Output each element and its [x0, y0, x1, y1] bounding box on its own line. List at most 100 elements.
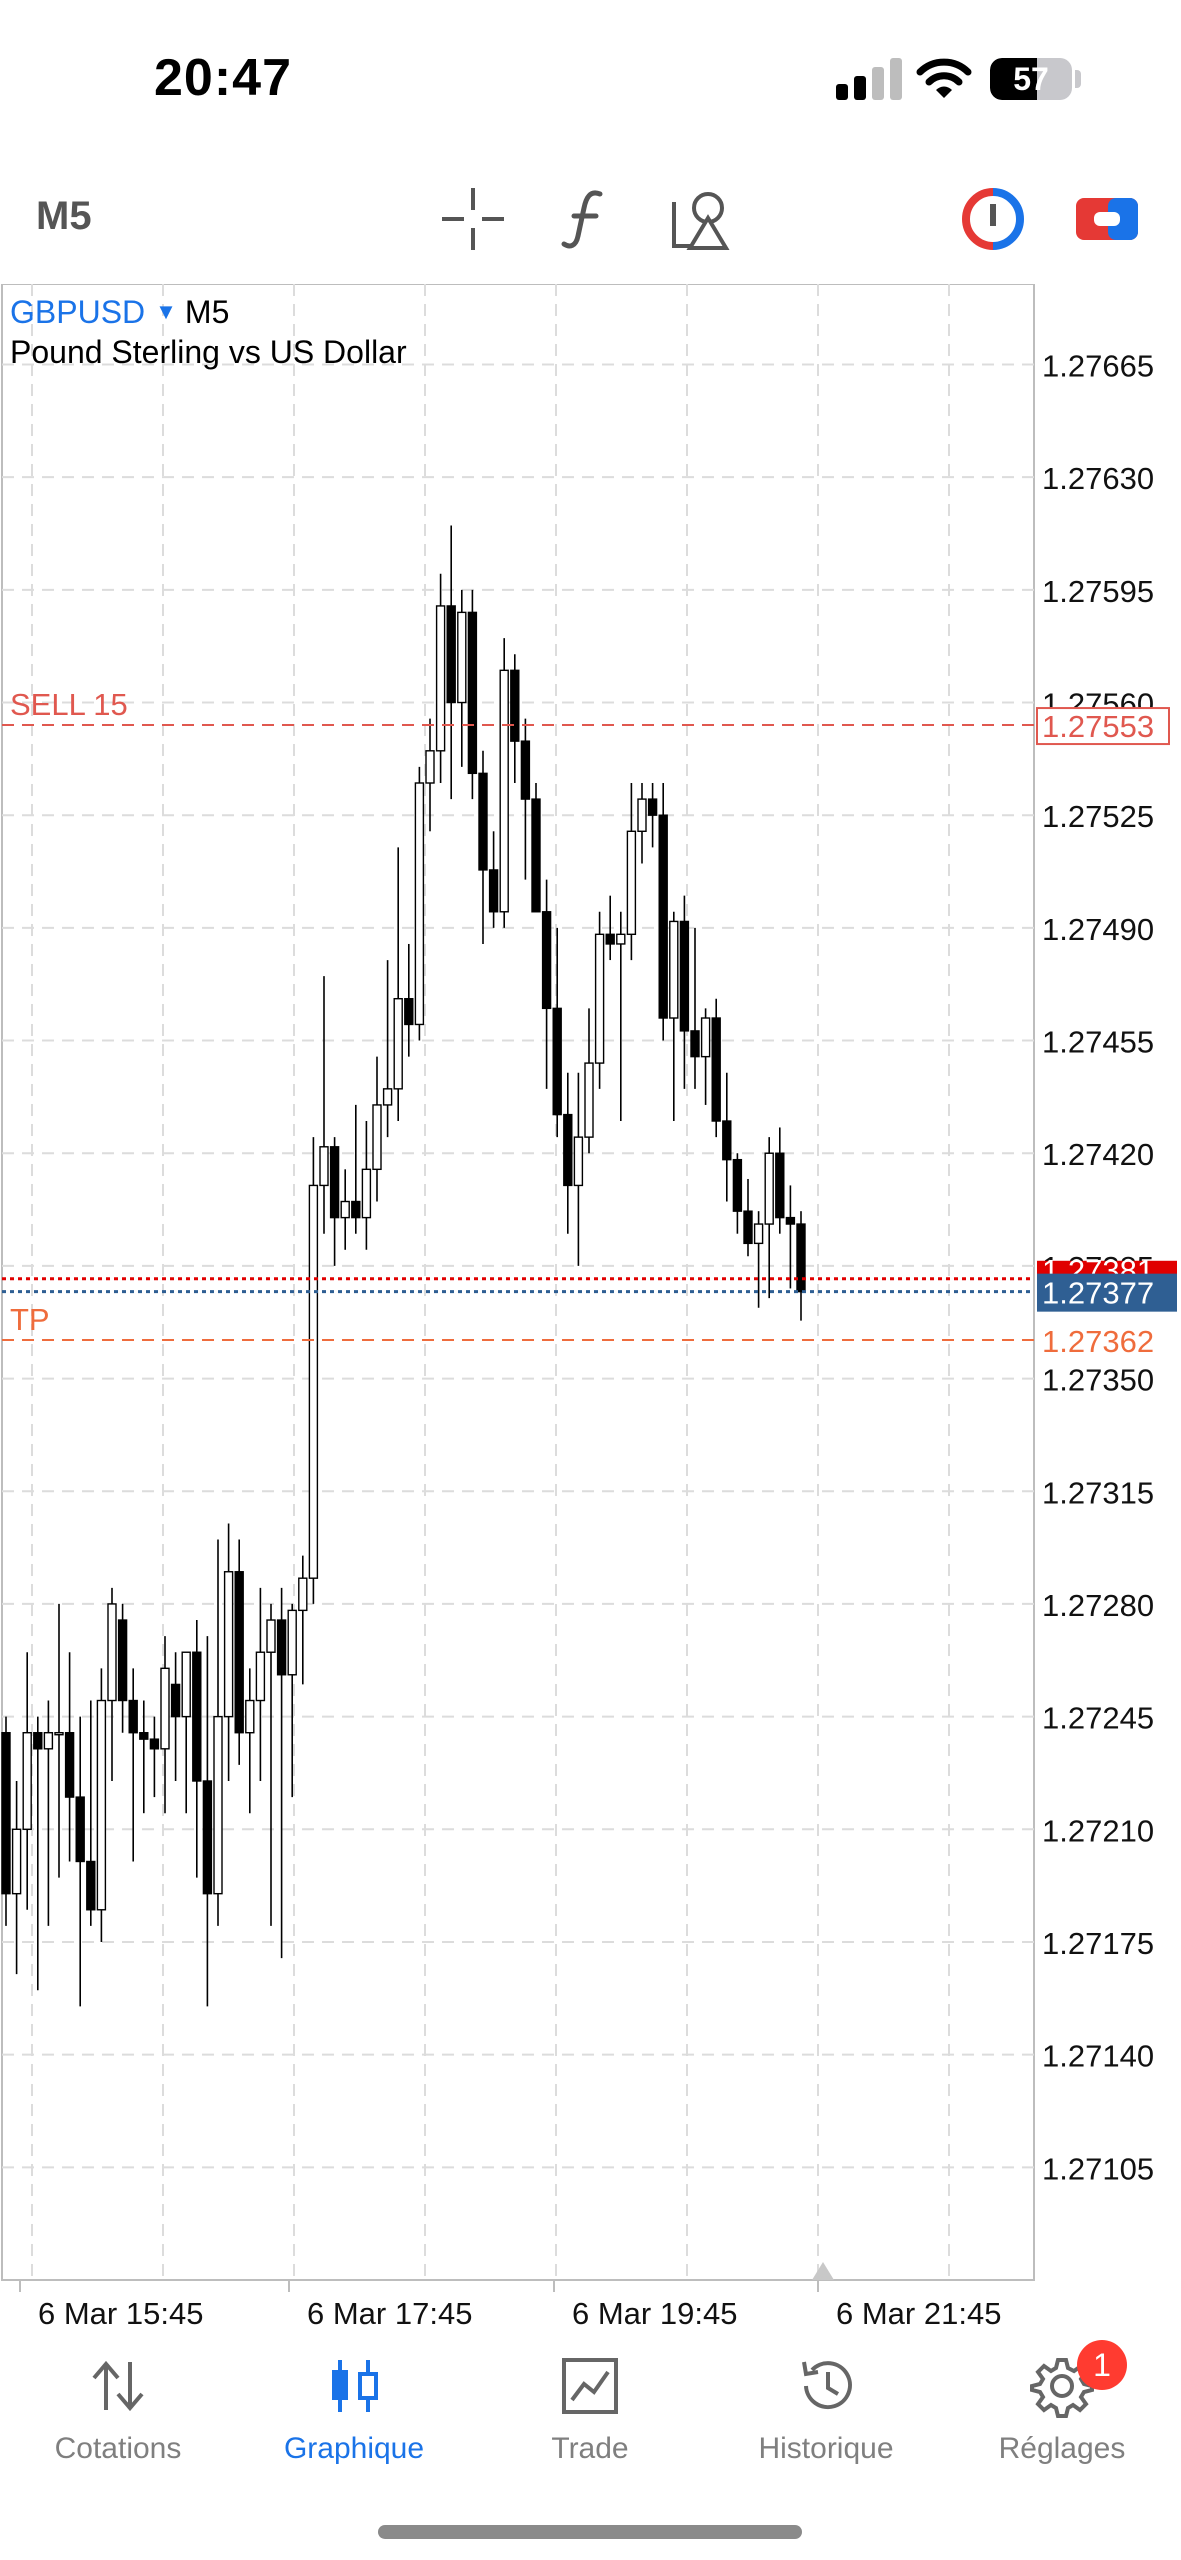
chart-shift-marker: [812, 2262, 834, 2280]
candle-body: [128, 1699, 138, 1734]
symbol-name[interactable]: GBPUSD: [10, 294, 146, 330]
price-tick-label: 1.27490: [1042, 912, 1154, 947]
candle-body: [319, 1146, 329, 1187]
candle-body: [531, 798, 541, 913]
bid-price-label: 1.27377: [1042, 1276, 1154, 1311]
chart-candles-icon: [332, 2360, 378, 2412]
status-bar: 20:47 57: [0, 0, 1181, 160]
price-tick-label: 1.27280: [1042, 1588, 1154, 1623]
battery-nub: [1075, 70, 1081, 88]
price-tick-label: 1.27455: [1042, 1025, 1154, 1060]
candle-body: [743, 1210, 753, 1245]
candle-body: [181, 1651, 191, 1718]
candle-body: [605, 933, 615, 945]
candle-body: [435, 605, 446, 752]
time-tick-label: 6 Mar 17:45: [307, 2296, 472, 2330]
candle-body: [764, 1152, 774, 1225]
candle-body: [690, 1030, 700, 1058]
candle-body: [552, 1007, 562, 1116]
candle-body: [149, 1738, 160, 1750]
candle-body: [382, 1088, 393, 1106]
candle-body: [425, 750, 435, 784]
time-tick-label: 6 Mar 19:45: [572, 2296, 737, 2330]
candle-body: [457, 611, 467, 704]
candle-body: [86, 1860, 96, 1911]
nav-trade[interactable]: Trade: [472, 2354, 708, 2494]
history-clock-icon: [802, 2361, 852, 2410]
candle-body: [298, 1577, 308, 1612]
candle-body: [245, 1699, 255, 1734]
price-tick-label: 1.27140: [1042, 2039, 1154, 2074]
candle-body: [647, 798, 658, 816]
cellular-signal-icon: [836, 58, 902, 100]
home-indicator: [378, 2525, 802, 2539]
candle-body: [160, 1667, 170, 1750]
nav-reglages[interactable]: Réglages: [944, 2354, 1180, 2494]
candle-body: [361, 1168, 372, 1219]
candle-body: [478, 772, 488, 871]
price-chart[interactable]: 1.27665 1.27630 1.27595 1.27560 1.27525 1.274…: [0, 284, 1181, 2330]
candle-body: [96, 1699, 107, 1911]
price-tick-label: 1.27175: [1042, 1926, 1154, 1961]
sell-price-label: 1.27553: [1042, 709, 1154, 744]
candle-body: [414, 782, 425, 1026]
trade-panel-icon[interactable]: [1072, 184, 1142, 254]
candle-body: [785, 1216, 796, 1225]
battery-level: [990, 58, 1037, 100]
candle-body: [372, 1104, 382, 1171]
price-tick-label: 1.27245: [1042, 1701, 1154, 1736]
timeframe-button[interactable]: M5: [36, 194, 92, 238]
price-tick-label: 1.27630: [1042, 461, 1154, 496]
battery-percentage: 57: [1013, 61, 1049, 97]
nav-label: Trade: [551, 2432, 629, 2465]
price-tick-label: 1.27350: [1042, 1363, 1154, 1398]
trade-chart-icon: [562, 2358, 618, 2414]
candle-body: [22, 1732, 32, 1830]
function-icon[interactable]: [552, 184, 622, 254]
nav-historique[interactable]: Historique: [708, 2354, 944, 2494]
chart-frame: [1, 284, 1035, 2281]
quotes-arrows-icon: [92, 2360, 144, 2412]
price-tick-label: 1.27665: [1042, 348, 1154, 383]
candle-body: [139, 1732, 149, 1740]
candle-body: [637, 798, 647, 832]
wifi-icon: [916, 58, 972, 98]
nav-label: Historique: [758, 2432, 894, 2465]
nav-graphique[interactable]: Graphique: [236, 2354, 472, 2494]
candle-body: [11, 1828, 22, 1895]
candle-body: [775, 1152, 785, 1219]
objects-icon[interactable]: [666, 184, 736, 254]
candle-body: [669, 920, 679, 1019]
candle-body: [223, 1571, 234, 1718]
chart-canvas[interactable]: 1.276651.276301.275951.275601.275251.274…: [0, 284, 1181, 2330]
crosshair-icon[interactable]: [438, 184, 508, 254]
candle-body: [255, 1651, 266, 1702]
price-tick-label: 1.27210: [1042, 1813, 1154, 1848]
candle-body: [43, 1732, 54, 1750]
candle-body: [202, 1780, 213, 1895]
nav-cotations[interactable]: Cotations: [0, 2354, 236, 2494]
price-tick-label: 1.27595: [1042, 574, 1154, 609]
price-tick-label: 1.27315: [1042, 1475, 1154, 1510]
price-tick-label: 1.27420: [1042, 1137, 1154, 1172]
candle-body: [584, 1062, 594, 1138]
candle-body: [276, 1619, 287, 1676]
take-profit-price-label: 1.27362: [1042, 1324, 1154, 1359]
candle-body: [796, 1223, 806, 1293]
candle-body: [563, 1113, 573, 1187]
candle-body: [329, 1146, 340, 1219]
candle-body: [393, 997, 403, 1090]
candle-body: [213, 1715, 223, 1895]
symbol-dropdown-icon[interactable]: ▼: [155, 299, 177, 324]
candle-body: [510, 669, 520, 742]
battery-icon: 57: [990, 58, 1072, 100]
time-tick-label: 6 Mar 21:45: [836, 2296, 1001, 2330]
candle-body: [266, 1619, 276, 1653]
chart-symbol-header[interactable]: GBPUSD ▼ M5: [10, 294, 229, 331]
candle-body: [626, 830, 637, 936]
candle-body: [594, 933, 605, 1064]
candle-body: [467, 611, 478, 775]
candle-body: [679, 920, 690, 1032]
candle-body: [192, 1651, 202, 1782]
one-click-trading-icon[interactable]: [958, 184, 1028, 254]
